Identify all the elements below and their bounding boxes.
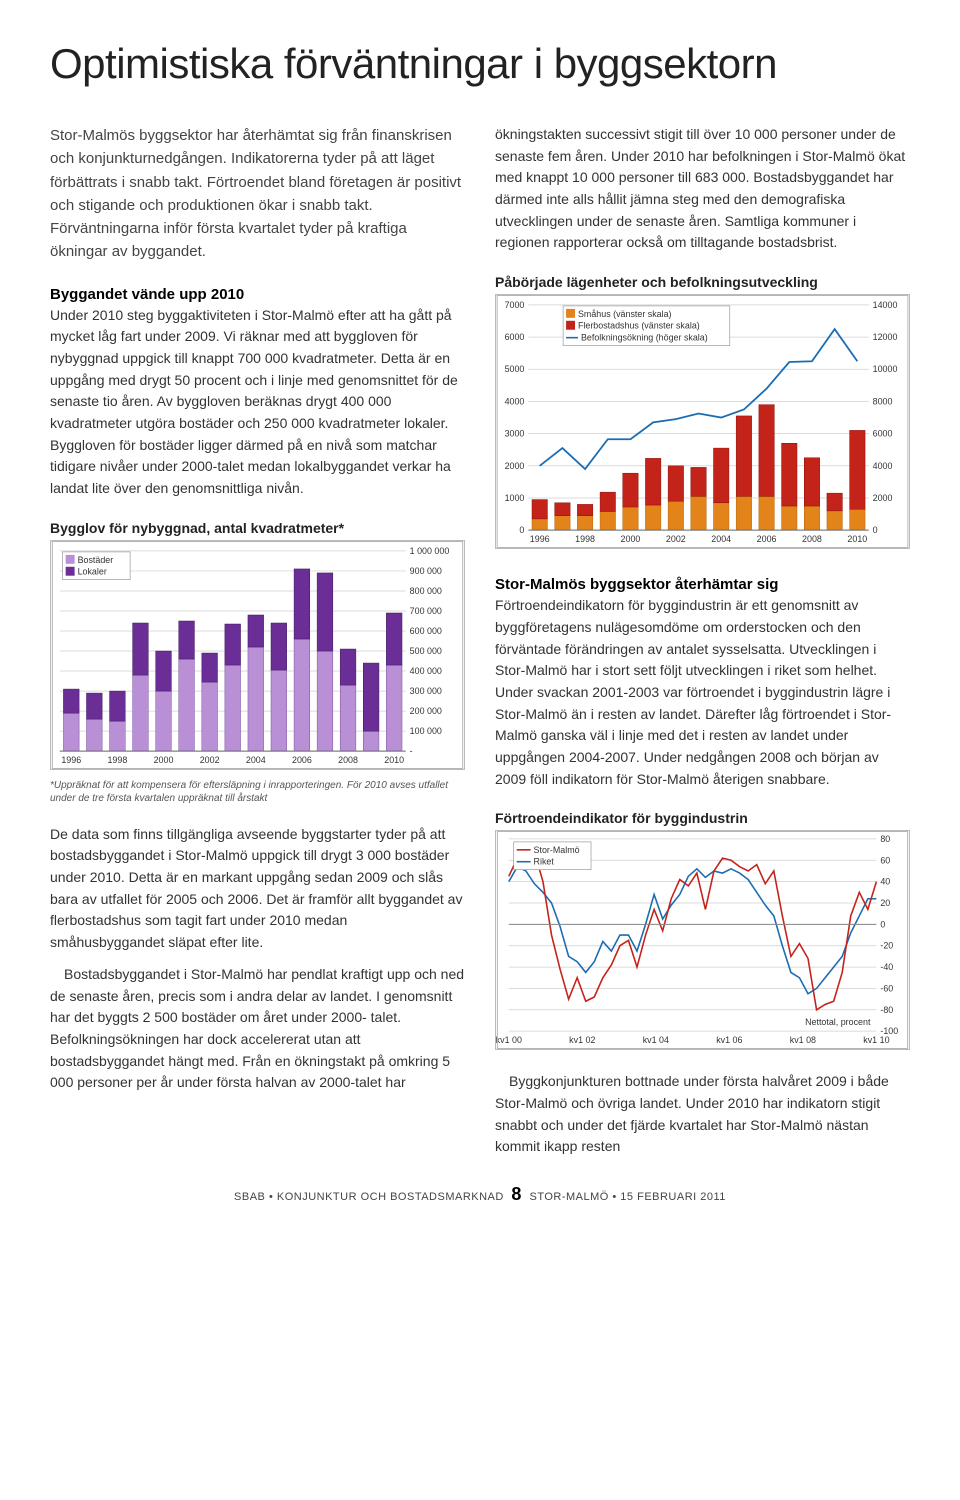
svg-text:900 000: 900 000 [410, 566, 442, 576]
footer-left: SBAB • KONJUNKTUR OCH BOSTADSMARKNAD [234, 1191, 504, 1203]
chart1-title: Bygglov för nybyggnad, antal kvadratmete… [50, 520, 465, 536]
svg-text:200 000: 200 000 [410, 706, 442, 716]
svg-text:14000: 14000 [873, 300, 898, 310]
svg-text:kv1 04: kv1 04 [643, 1035, 669, 1045]
svg-text:6000: 6000 [505, 332, 525, 342]
svg-text:40: 40 [880, 877, 890, 887]
svg-text:10000: 10000 [873, 364, 898, 374]
svg-text:1996: 1996 [530, 534, 550, 544]
section2-heading: Stor-Malmös byggsektor återhämtar sig [495, 576, 910, 593]
svg-text:2004: 2004 [711, 534, 731, 544]
svg-text:500 000: 500 000 [410, 646, 442, 656]
svg-text:0: 0 [519, 525, 524, 535]
section2-body: Förtroendeindikatorn för byggindustrin ä… [495, 595, 910, 790]
svg-text:2002: 2002 [666, 534, 686, 544]
svg-text:1000: 1000 [505, 493, 525, 503]
svg-text:2000: 2000 [154, 755, 174, 765]
svg-text:2006: 2006 [292, 755, 312, 765]
svg-text:-60: -60 [880, 984, 893, 994]
footer-page-number: 8 [507, 1184, 526, 1204]
chart1-footnote: *Uppräknat för att kompensera för efters… [50, 779, 465, 806]
svg-text:3000: 3000 [505, 429, 525, 439]
svg-text:Lokaler: Lokaler [78, 566, 107, 576]
svg-text:600 000: 600 000 [410, 626, 442, 636]
svg-text:100 000: 100 000 [410, 726, 442, 736]
svg-text:2000: 2000 [873, 493, 893, 503]
svg-text:7000: 7000 [505, 300, 525, 310]
svg-text:Riket: Riket [534, 857, 555, 867]
svg-text:Stor-Malmö: Stor-Malmö [534, 845, 580, 855]
svg-text:800 000: 800 000 [410, 586, 442, 596]
chart2: 7000600050004000300020001000014000120001… [495, 294, 910, 554]
para-after-chart3: Byggkonjunkturen bottnade under första h… [495, 1071, 910, 1158]
svg-text:kv1 02: kv1 02 [569, 1035, 595, 1045]
para-after-chart1b: Bostadsbyggandet i Stor-Malmö har pendla… [50, 964, 465, 1094]
svg-text:2004: 2004 [246, 755, 266, 765]
svg-text:5000: 5000 [505, 364, 525, 374]
svg-text:Bostäder: Bostäder [78, 554, 114, 564]
chart1: 1 000 000 900 000 800 000 700 000 600 000 500… [50, 540, 465, 775]
svg-text:2006: 2006 [757, 534, 777, 544]
section1-heading: Byggandet vände upp 2010 [50, 286, 465, 303]
svg-text:Befolkningsökning (höger skala: Befolkningsökning (höger skala) [581, 333, 708, 343]
para-right-top: ökningstakten successivt stigit till öve… [495, 124, 910, 254]
svg-text:2010: 2010 [384, 755, 404, 765]
svg-text:6000: 6000 [873, 429, 893, 439]
svg-text:-40: -40 [880, 962, 893, 972]
section1-body: Under 2010 steg byggaktiviteten i Stor-M… [50, 305, 465, 500]
svg-text:kv1 06: kv1 06 [716, 1035, 742, 1045]
left-column: Stor-Malmös byggsektor har återhämtat si… [50, 124, 465, 1158]
page-footer: SBAB • KONJUNKTUR OCH BOSTADSMARKNAD 8 S… [50, 1184, 910, 1205]
svg-text:80: 80 [880, 834, 890, 844]
svg-text:-20: -20 [880, 941, 893, 951]
chart3-title: Förtroendeindikator för byggindustrin [495, 810, 910, 826]
svg-text:4000: 4000 [505, 397, 525, 407]
svg-text:2002: 2002 [200, 755, 220, 765]
svg-text:700 000: 700 000 [410, 606, 442, 616]
svg-text:kv1 10: kv1 10 [863, 1035, 889, 1045]
svg-text:1 000 000: 1 000 000 [410, 546, 450, 556]
svg-text:Nettotal, procent: Nettotal, procent [805, 1018, 871, 1028]
svg-text:4000: 4000 [873, 461, 893, 471]
right-column: ökningstakten successivt stigit till öve… [495, 124, 910, 1158]
svg-text:60: 60 [880, 856, 890, 866]
svg-text:1996: 1996 [61, 755, 81, 765]
svg-text:300 000: 300 000 [410, 686, 442, 696]
chart2-title: Påbörjade lägenheter och befolkningsutve… [495, 274, 910, 290]
intro-paragraph: Stor-Malmös byggsektor har återhämtat si… [50, 124, 465, 264]
two-column-layout: Stor-Malmös byggsektor har återhämtat si… [50, 124, 910, 1158]
svg-text:2008: 2008 [338, 755, 358, 765]
svg-text:0: 0 [880, 920, 885, 930]
svg-text:20: 20 [880, 898, 890, 908]
svg-text:Flerbostadshus (vänster skala): Flerbostadshus (vänster skala) [578, 321, 700, 331]
svg-text:-80: -80 [880, 1005, 893, 1015]
svg-text:-: - [410, 746, 413, 756]
svg-text:1998: 1998 [575, 534, 595, 544]
footer-right: STOR-MALMÖ • 15 FEBRUARI 2011 [529, 1191, 725, 1203]
svg-text:2008: 2008 [802, 534, 822, 544]
chart3: 806040200-20-40-60-80-100kv1 00kv1 02kv1… [495, 830, 910, 1055]
svg-text:2000: 2000 [505, 461, 525, 471]
page-title: Optimistiska förväntningar i byggsektorn [50, 40, 910, 88]
svg-text:2010: 2010 [847, 534, 867, 544]
svg-text:400 000: 400 000 [410, 666, 442, 676]
svg-text:kv1 00: kv1 00 [496, 1035, 522, 1045]
svg-text:12000: 12000 [873, 332, 898, 342]
svg-text:1998: 1998 [107, 755, 127, 765]
svg-text:8000: 8000 [873, 397, 893, 407]
svg-text:0: 0 [873, 525, 878, 535]
svg-text:2000: 2000 [621, 534, 641, 544]
svg-text:Småhus (vänster skala): Småhus (vänster skala) [578, 309, 672, 319]
para-after-chart1a: De data som finns tillgängliga avseende … [50, 824, 465, 954]
svg-text:kv1 08: kv1 08 [790, 1035, 816, 1045]
